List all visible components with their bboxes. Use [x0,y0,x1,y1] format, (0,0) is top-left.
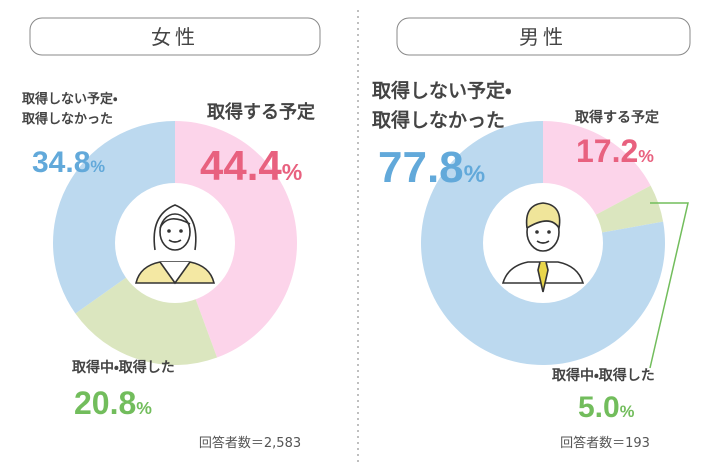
icons [134,202,585,293]
title-box [396,17,691,56]
value-label: 20.8% [74,385,152,421]
value-label: 44.4% [200,142,302,189]
category-label: 取得中・取得した [552,367,655,384]
category-label: 取得する予定 [575,109,659,126]
leader-line [649,202,689,369]
title-box [29,17,321,56]
category-label: 取得する予定 [207,101,315,123]
chart-title: 女性 [151,25,199,49]
chart-title: 男性 [519,25,567,49]
respondent-count: 回答者数＝2,583 [199,435,301,451]
category-label: 取得しない予定・取得しなかった [372,79,511,131]
value-label: 77.8% [378,143,485,192]
donut-slice [53,121,175,314]
donut-slice [175,120,298,358]
value-label: 34.8% [32,146,105,179]
category-label: 取得しない予定・取得しなかった [22,91,118,127]
respondent-count: 回答者数＝193 [560,435,650,451]
value-label: 17.2% [576,133,654,169]
man-icon [501,202,585,293]
category-label: 取得中・取得した [72,359,175,376]
woman-icon [134,204,216,285]
value-label: 5.0% [578,391,635,424]
